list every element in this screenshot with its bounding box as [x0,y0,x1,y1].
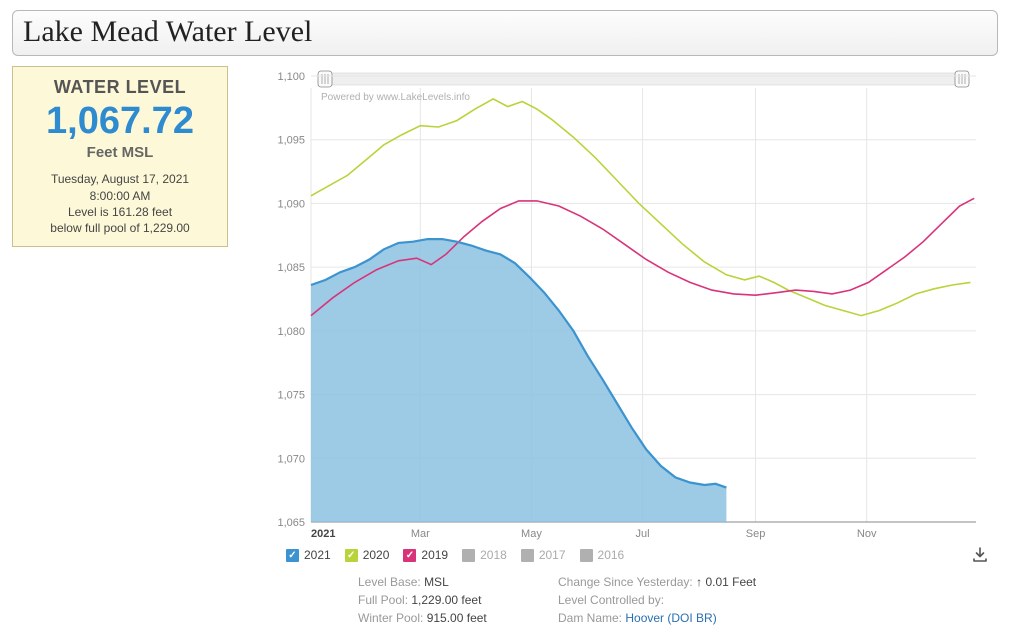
x-tick-label: Jul [636,528,650,540]
y-tick-label: 1,090 [277,198,305,210]
y-tick-label: 1,075 [277,390,305,402]
card-date: Tuesday, August 17, 2021 [19,171,221,187]
meta-fullpool-value: 1,229.00 feet [411,593,481,607]
y-tick-label: 1,100 [277,71,305,83]
legend-swatch-icon [462,549,475,562]
legend-label: 2019 [421,548,448,562]
y-tick-label: 1,080 [277,326,305,338]
card-level-value: 1,067.72 [19,101,221,143]
card-unit: Feet MSL [19,143,221,163]
legend-swatch-icon [580,549,593,562]
card-time: 8:00:00 AM [19,188,221,204]
legend-item-2019[interactable]: ✓ 2019 [403,548,448,562]
card-header: WATER LEVEL [19,75,221,99]
meta-controlled-label: Level Controlled by: [558,593,664,607]
card-delta-2: below full pool of 1,229.00 [19,220,221,236]
y-tick-label: 1,085 [277,262,305,274]
chart-scrollbar[interactable] [325,73,962,85]
chart-attribution: Powered by www.LakeLevels.info [321,92,470,103]
x-tick-label: Mar [411,528,430,540]
legend-swatch-icon: ✓ [286,549,299,562]
water-level-card: WATER LEVEL 1,067.72 Feet MSL Tuesday, A… [12,66,228,247]
legend-item-2017[interactable]: 2017 [521,548,566,562]
legend-item-2016[interactable]: 2016 [580,548,625,562]
legend-swatch-icon: ✓ [403,549,416,562]
chart-meta: Level Base: MSL Change Since Yesterday: … [246,569,998,627]
legend-label: 2016 [598,548,625,562]
download-icon[interactable] [972,547,988,563]
legend-swatch-icon [521,549,534,562]
chart-panel: 1,065 1,070 1,075 1,080 1,085 1,090 1,095 1,100… [246,66,998,627]
legend-label: 2020 [363,548,390,562]
legend-label: 2018 [480,548,507,562]
x-tick-label: Nov [857,528,877,540]
x-tick-label: 2021 [311,528,335,540]
meta-change-label: Change Since Yesterday: [558,575,693,589]
y-tick-label: 1,065 [277,517,305,529]
legend-label: 2017 [539,548,566,562]
meta-levelbase-label: Level Base: [358,575,421,589]
meta-fullpool-label: Full Pool: [358,593,408,607]
meta-levelbase-value: MSL [424,575,449,589]
legend-item-2018[interactable]: 2018 [462,548,507,562]
meta-winterpool-value: 915.00 feet [427,611,487,625]
y-tick-label: 1,070 [277,453,305,465]
page-title: Lake Mead Water Level [23,15,987,49]
legend-item-2021[interactable]: ✓ 2021 [286,548,331,562]
x-tick-label: Sep [746,528,766,540]
legend-label: 2021 [304,548,331,562]
meta-change-value: ↑ 0.01 Feet [696,575,756,589]
chart-legend: ✓ 2021 ✓ 2020 ✓ 2019 2018 2017 2016 [246,541,998,569]
legend-item-2020[interactable]: ✓ 2020 [345,548,390,562]
title-bar: Lake Mead Water Level [12,10,998,56]
legend-swatch-icon: ✓ [345,549,358,562]
water-level-chart: 1,065 1,070 1,075 1,080 1,085 1,090 1,095 1,100… [246,66,986,541]
meta-winterpool-label: Winter Pool: [358,611,423,625]
y-tick-label: 1,095 [277,135,305,147]
meta-dam-value[interactable]: Hoover (DOI BR) [625,611,716,625]
x-tick-label: May [521,528,542,540]
card-delta-1: Level is 161.28 feet [19,204,221,220]
meta-dam-label: Dam Name: [558,611,622,625]
